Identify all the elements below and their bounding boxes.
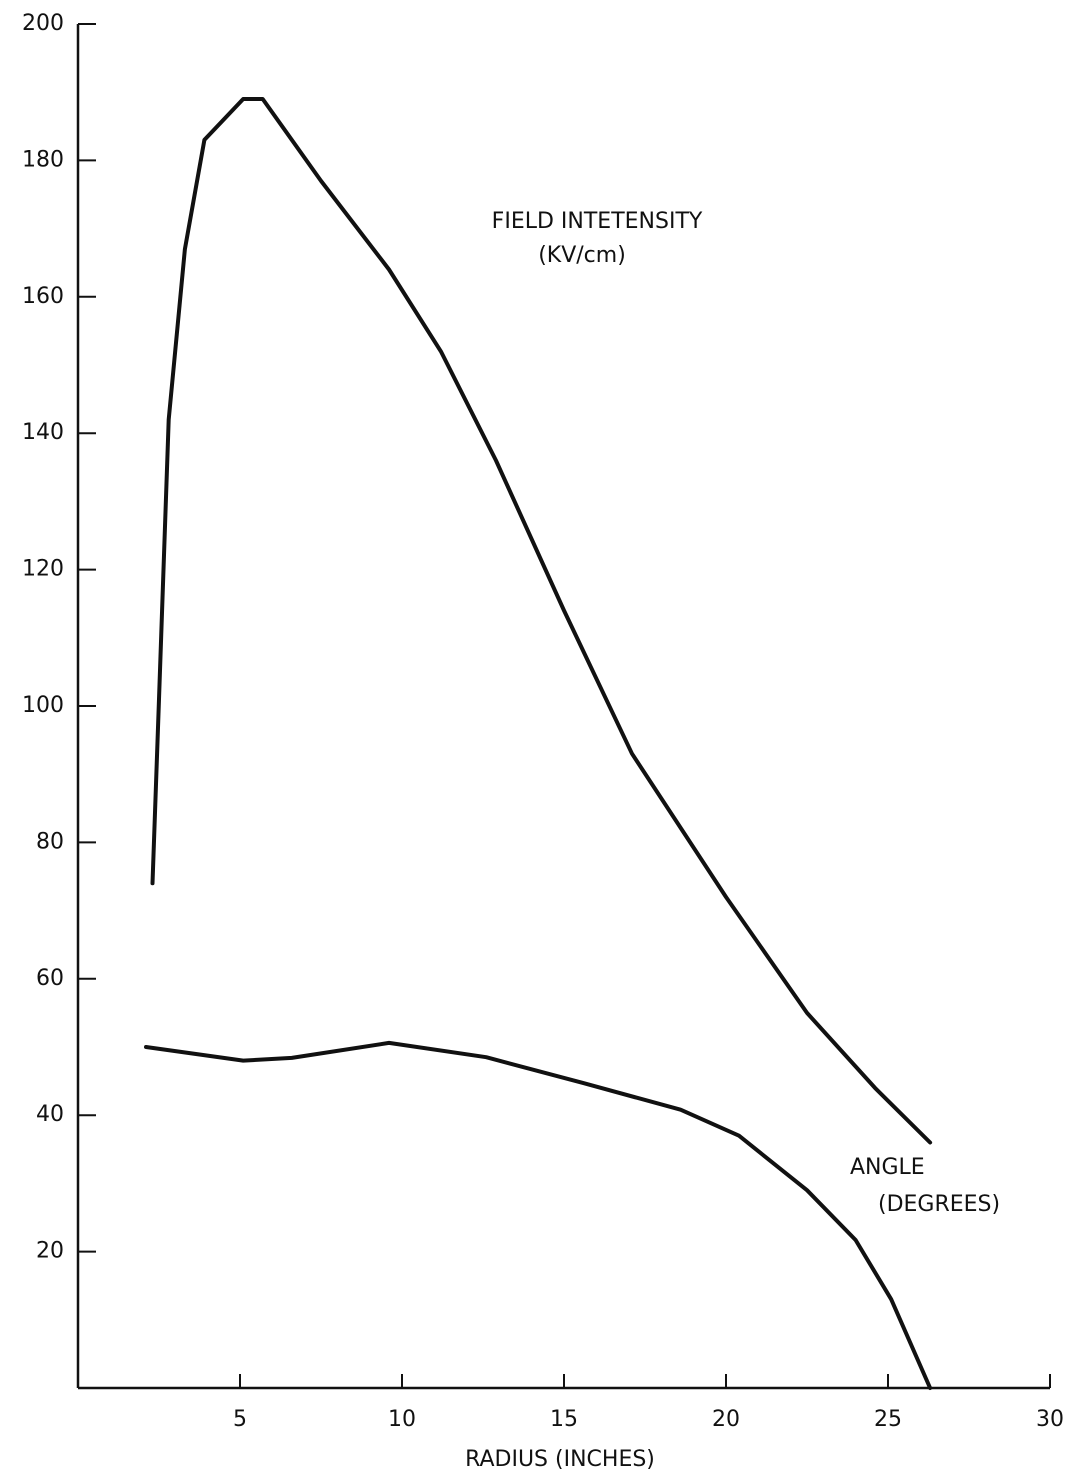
x-tick-label: 20 xyxy=(712,1407,740,1432)
data-line xyxy=(150,97,933,1145)
x-tick-label: 5 xyxy=(233,1407,247,1432)
series-label: FIELD INTETENSITY xyxy=(492,209,703,234)
x-axis-label: RADIUS (INCHES) xyxy=(465,1447,655,1472)
series-unit: (KV/cm) xyxy=(538,243,626,268)
y-tick-label: 200 xyxy=(22,11,64,36)
y-tick-label: 120 xyxy=(22,557,64,582)
y-tick-label: 180 xyxy=(22,147,64,172)
series-unit: (DEGREES) xyxy=(878,1192,1000,1217)
y-tick-label: 60 xyxy=(36,966,64,991)
y-tick-label: 100 xyxy=(22,693,64,718)
x-tick-label: 25 xyxy=(874,1407,902,1432)
y-tick-label: 140 xyxy=(22,420,64,445)
y-tick-label: 20 xyxy=(36,1239,64,1264)
y-tick-label: 160 xyxy=(22,284,64,309)
x-tick-label: 30 xyxy=(1036,1407,1064,1432)
data-line xyxy=(144,1040,933,1390)
x-tick-label: 15 xyxy=(550,1407,578,1432)
x-tick-label: 10 xyxy=(388,1407,416,1432)
y-tick-label: 80 xyxy=(36,829,64,854)
series-label: ANGLE xyxy=(850,1155,925,1180)
y-tick-label: 40 xyxy=(36,1102,64,1127)
